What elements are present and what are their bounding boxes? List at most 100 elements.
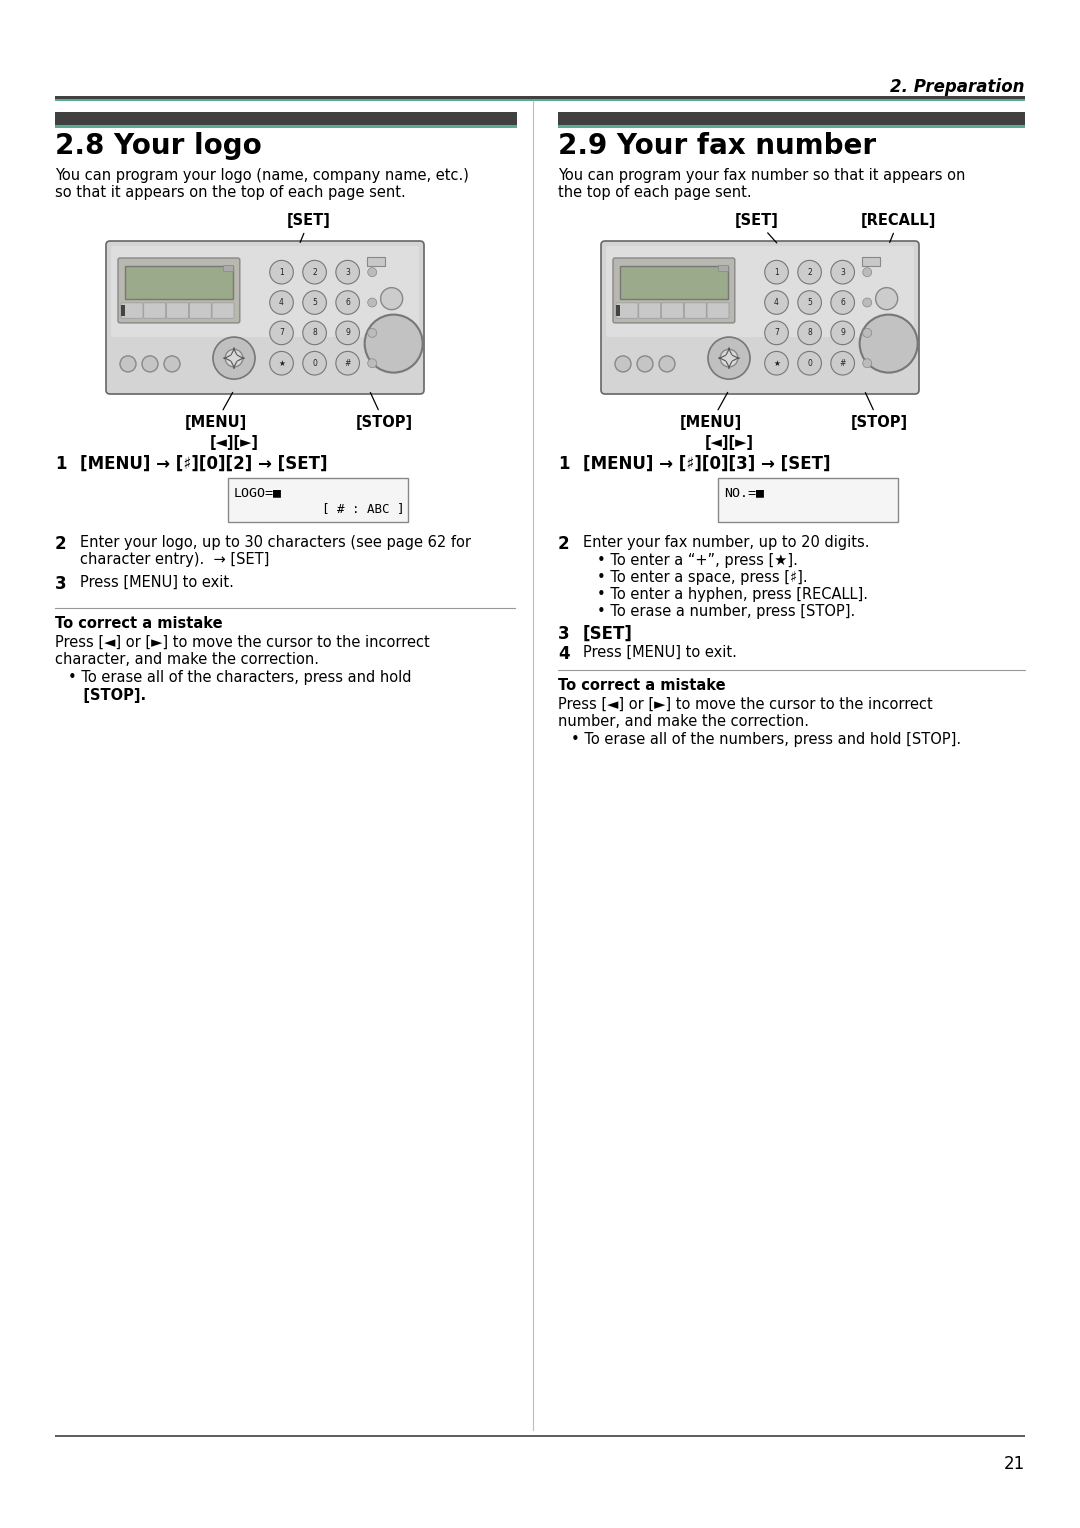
Text: [MENU]: [MENU] <box>185 393 247 429</box>
Text: 0: 0 <box>807 359 812 368</box>
Text: 9: 9 <box>840 329 846 338</box>
Text: • To erase all of the numbers, press and hold [STOP].: • To erase all of the numbers, press and… <box>571 732 961 747</box>
Text: 3: 3 <box>346 267 350 277</box>
Circle shape <box>302 290 326 315</box>
FancyBboxPatch shape <box>606 246 914 338</box>
Text: ★: ★ <box>278 359 285 368</box>
Circle shape <box>798 351 822 374</box>
Text: [STOP]: [STOP] <box>355 393 413 429</box>
Bar <box>558 112 1025 125</box>
Circle shape <box>831 351 854 374</box>
Text: [◄][►]: [◄][►] <box>704 435 754 451</box>
Text: 2: 2 <box>312 267 316 277</box>
Circle shape <box>270 351 294 374</box>
Text: Press [MENU] to exit.: Press [MENU] to exit. <box>80 575 234 590</box>
Text: 2: 2 <box>558 535 569 553</box>
Text: #: # <box>839 359 846 368</box>
Text: You can program your logo (name, company name, etc.): You can program your logo (name, company… <box>55 168 469 183</box>
Text: [ # : ABC ]: [ # : ABC ] <box>323 503 405 515</box>
Text: 7: 7 <box>774 329 779 338</box>
Circle shape <box>863 267 872 277</box>
Text: 2. Preparation: 2. Preparation <box>891 78 1025 96</box>
Circle shape <box>798 321 822 345</box>
Circle shape <box>336 321 360 345</box>
Circle shape <box>615 356 631 371</box>
FancyBboxPatch shape <box>111 246 419 338</box>
Text: Press [MENU] to exit.: Press [MENU] to exit. <box>583 645 737 660</box>
Circle shape <box>302 351 326 374</box>
Circle shape <box>120 356 136 371</box>
Bar <box>222 264 233 270</box>
FancyBboxPatch shape <box>638 303 661 318</box>
Text: • To enter a space, press [♯].: • To enter a space, press [♯]. <box>597 570 808 585</box>
Text: [◄][►]: [◄][►] <box>210 435 258 451</box>
Text: number, and make the correction.: number, and make the correction. <box>558 714 809 729</box>
Text: so that it appears on the top of each page sent.: so that it appears on the top of each pa… <box>55 185 406 200</box>
Text: • To enter a hyphen, press [RECALL].: • To enter a hyphen, press [RECALL]. <box>597 587 868 602</box>
FancyBboxPatch shape <box>707 303 729 318</box>
FancyBboxPatch shape <box>600 241 919 394</box>
Circle shape <box>798 260 822 284</box>
Circle shape <box>367 329 377 338</box>
Text: character entry).  → [SET]: character entry). → [SET] <box>80 552 269 567</box>
Bar <box>55 112 517 125</box>
Text: [SET]: [SET] <box>287 212 332 243</box>
Text: the top of each page sent.: the top of each page sent. <box>558 185 752 200</box>
Text: [STOP].: [STOP]. <box>68 688 146 703</box>
Text: NO.=■: NO.=■ <box>724 486 764 500</box>
Text: To correct a mistake: To correct a mistake <box>55 616 222 631</box>
Text: [SET]: [SET] <box>583 625 633 643</box>
Bar <box>121 306 125 316</box>
Bar <box>862 257 880 266</box>
Text: ★: ★ <box>773 359 780 368</box>
FancyBboxPatch shape <box>718 478 897 523</box>
Text: [STOP]: [STOP] <box>851 393 908 429</box>
Circle shape <box>380 287 403 310</box>
Circle shape <box>302 321 326 345</box>
Circle shape <box>765 290 788 315</box>
Text: character, and make the correction.: character, and make the correction. <box>55 652 319 668</box>
Text: 6: 6 <box>346 298 350 307</box>
Text: [RECALL]: [RECALL] <box>861 212 936 243</box>
FancyBboxPatch shape <box>189 303 212 318</box>
Text: 3: 3 <box>840 267 846 277</box>
Text: 1: 1 <box>55 455 67 474</box>
Circle shape <box>860 315 918 373</box>
Text: To correct a mistake: To correct a mistake <box>558 678 726 694</box>
Circle shape <box>270 290 294 315</box>
Text: 7: 7 <box>279 329 284 338</box>
Bar <box>55 99 1025 101</box>
Circle shape <box>876 287 897 310</box>
Bar <box>367 257 386 266</box>
Bar <box>55 1435 1025 1436</box>
Circle shape <box>765 351 788 374</box>
Text: 6: 6 <box>840 298 846 307</box>
FancyBboxPatch shape <box>212 303 234 318</box>
Circle shape <box>270 260 294 284</box>
Circle shape <box>831 290 854 315</box>
FancyBboxPatch shape <box>613 258 734 322</box>
FancyBboxPatch shape <box>125 266 233 299</box>
Text: 3: 3 <box>55 575 67 593</box>
FancyBboxPatch shape <box>118 258 240 322</box>
Text: 4: 4 <box>774 298 779 307</box>
Circle shape <box>659 356 675 371</box>
Text: [SET]: [SET] <box>734 212 779 243</box>
Circle shape <box>831 321 854 345</box>
Circle shape <box>336 290 360 315</box>
Text: 0: 0 <box>312 359 318 368</box>
Circle shape <box>141 356 158 371</box>
Bar <box>55 96 1025 99</box>
Text: 2.9 Your fax number: 2.9 Your fax number <box>558 131 876 160</box>
Text: [MENU] → [♯][0][3] → [SET]: [MENU] → [♯][0][3] → [SET] <box>583 455 831 474</box>
Circle shape <box>336 260 360 284</box>
Bar <box>55 125 517 128</box>
Text: Press [◄] or [►] to move the cursor to the incorrect: Press [◄] or [►] to move the cursor to t… <box>55 636 430 649</box>
Circle shape <box>336 351 360 374</box>
FancyBboxPatch shape <box>228 478 408 523</box>
Circle shape <box>720 350 738 367</box>
FancyBboxPatch shape <box>662 303 684 318</box>
FancyBboxPatch shape <box>620 266 728 299</box>
Circle shape <box>863 298 872 307</box>
Text: 4: 4 <box>558 645 569 663</box>
